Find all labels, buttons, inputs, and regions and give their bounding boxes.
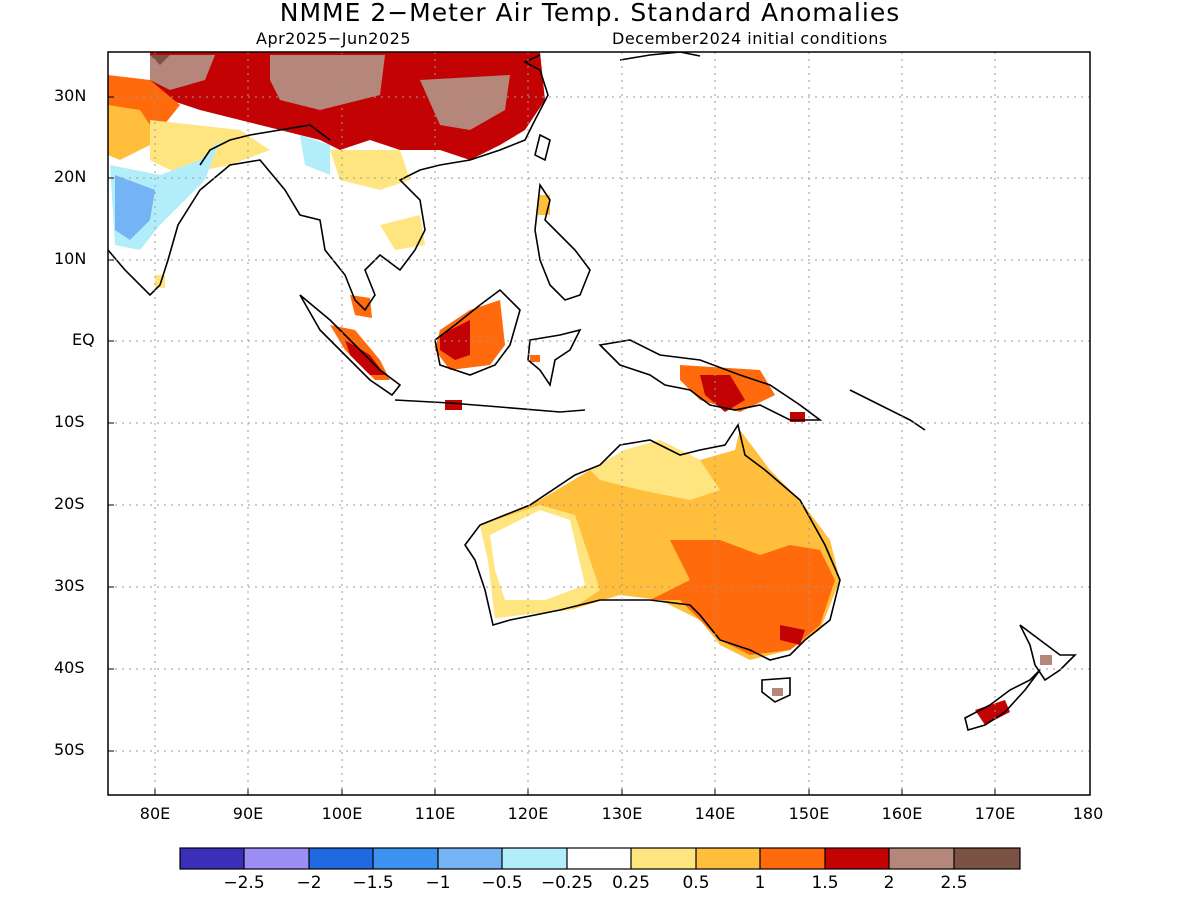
lat-label: 40S [54, 658, 85, 677]
anomaly-java [445, 400, 462, 410]
colorbar-swatch [631, 848, 696, 869]
anomaly-india-north [150, 120, 270, 175]
lon-label: 180 [1072, 804, 1104, 823]
coast-newguinea [598, 339, 823, 421]
gridlines [108, 52, 1090, 795]
colorbar-swatch [696, 848, 760, 869]
anomaly-thai [380, 215, 425, 250]
lon-label: 170E [974, 804, 1016, 823]
colorbar-label: 1.5 [811, 873, 839, 893]
coast-philippines [534, 182, 591, 301]
colorbar-label: −0.25 [540, 873, 594, 893]
anomaly-nz-north [1040, 655, 1052, 665]
colorbar-label: 2 [883, 873, 895, 893]
lat-label: 20N [54, 167, 87, 186]
anomaly-newguinea-hot [700, 375, 745, 412]
colorbar-swatch [825, 848, 889, 869]
colorbar-label: 0.5 [682, 873, 710, 893]
forecast-period: Apr2025−Jun2025 [256, 29, 412, 48]
anomaly-australia-west [490, 510, 585, 600]
colorbar-label: −1 [425, 873, 451, 893]
colorbar-swatch [502, 848, 567, 869]
colorbar-label: 1 [754, 873, 766, 893]
lon-label: 100E [321, 804, 363, 823]
coast-japan [619, 52, 701, 61]
colorbar-swatch [889, 848, 954, 869]
coast-tasmania [761, 677, 791, 703]
anomaly-sulawesi [530, 355, 540, 362]
colorbar-swatch [954, 848, 1020, 869]
anomaly-tasmania [772, 688, 783, 696]
anomaly-australia-se [650, 540, 835, 655]
lon-label: 150E [788, 804, 830, 823]
coast-australia [464, 422, 841, 661]
colorbar-label: 0.25 [612, 873, 650, 893]
anomaly-india-west [108, 105, 160, 160]
colorbar-border [179, 847, 1021, 870]
coast-sulawesi [527, 328, 582, 388]
lat-label: EQ [72, 330, 95, 349]
lon-label: 80E [139, 804, 171, 823]
anomaly-sumatra-hot [345, 340, 385, 375]
colorbar-swatch [438, 848, 502, 869]
coast-java [394, 399, 586, 413]
colorbar-label: −2.5 [223, 873, 265, 893]
lat-label: 50S [54, 740, 85, 759]
coast-taiwan [534, 133, 551, 162]
anomaly-australia-north [590, 440, 720, 500]
colorbar [179, 847, 1021, 870]
colorbar-swatch [567, 848, 631, 869]
anomaly-china-2 [420, 75, 510, 130]
colorbar-label: −0.5 [481, 873, 523, 893]
anomaly-india-cool [115, 175, 155, 240]
plot-frame [107, 51, 1091, 796]
lat-label: 10S [54, 412, 85, 431]
anomaly-nz-south [975, 700, 1010, 725]
colorbar-swatch [373, 848, 438, 869]
colorbar-label: −1.5 [352, 873, 394, 893]
coast-nz-south [964, 669, 1041, 732]
anomaly-australia-se-hot [780, 625, 805, 645]
colorbar-swatch [760, 848, 825, 869]
lon-label: 110E [414, 804, 456, 823]
anomaly-tibet-dark [150, 55, 170, 65]
lon-label: 160E [881, 804, 923, 823]
coast-borneo [434, 288, 521, 376]
anomaly-tibet-2 [270, 55, 385, 110]
colorbar-label: −2 [296, 873, 322, 893]
colorbar-label: 2.5 [940, 873, 968, 893]
colorbar-swatch [244, 848, 309, 869]
lat-label: 10N [54, 249, 87, 268]
coast-solomons [849, 389, 926, 431]
initial-conditions: December2024 initial conditions [612, 29, 888, 48]
anomaly-myanmar [300, 135, 330, 175]
lon-label: 90E [232, 804, 264, 823]
coast-nz-north [1019, 624, 1077, 682]
lat-label: 20S [54, 494, 85, 513]
lon-label: 120E [507, 804, 549, 823]
lon-label: 140E [694, 804, 736, 823]
coast-india-inner [199, 124, 331, 166]
map-title: NMME 2−Meter Air Temp. Standard Anomalie… [279, 0, 901, 27]
anomaly-borneo-hot [440, 320, 470, 360]
lat-label: 30N [54, 86, 87, 105]
lon-label: 130E [601, 804, 643, 823]
anomaly-tibet [150, 55, 215, 90]
colorbar-swatch [180, 848, 244, 869]
anomaly-sea [330, 150, 410, 190]
anomaly-fill [108, 52, 1052, 725]
lat-label: 30S [54, 576, 85, 595]
colorbar-swatch [309, 848, 373, 869]
tick-marks [108, 96, 996, 795]
coast-asia [108, 54, 549, 312]
